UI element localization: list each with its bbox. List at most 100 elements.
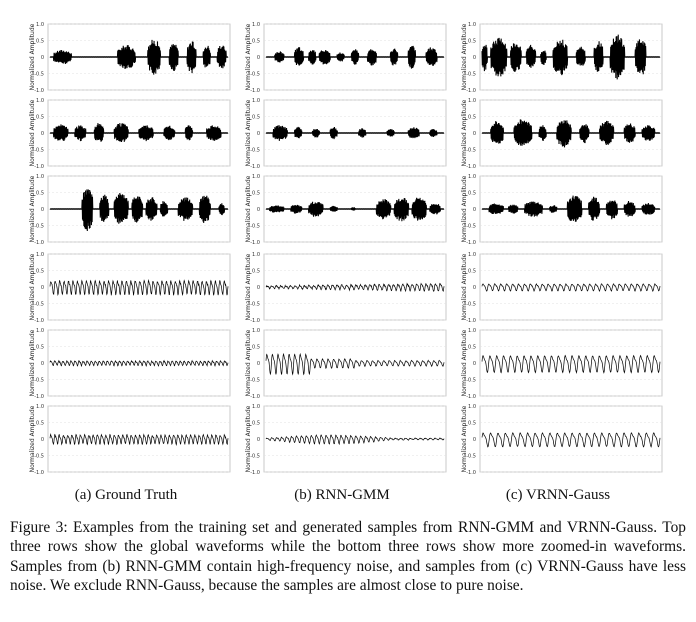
y-tick-label: 1.0 xyxy=(36,98,44,104)
waveform-trace xyxy=(265,197,445,222)
y-tick-label: -0.5 xyxy=(250,454,260,460)
y-axis-label: Normalized Amplitude xyxy=(461,253,468,320)
y-tick-label: -0.5 xyxy=(466,378,476,384)
waveform-trace xyxy=(49,278,229,297)
y-tick-label: 0 xyxy=(473,55,476,61)
y-tick-label: 0 xyxy=(41,207,44,213)
y-tick-label: -0.5 xyxy=(250,72,260,78)
y-tick-label: -1.0 xyxy=(34,240,44,246)
y-tick-label: -1.0 xyxy=(466,318,476,324)
y-tick-label: -0.5 xyxy=(466,148,476,154)
y-tick-label: 0.5 xyxy=(468,115,476,121)
y-axis-label: Normalized Amplitude xyxy=(29,175,36,242)
waveform-trace xyxy=(265,352,445,376)
waveform-trace xyxy=(265,125,445,141)
y-tick-label: 0.5 xyxy=(468,345,476,351)
waveform-trace xyxy=(481,34,661,80)
waveform-trace xyxy=(265,45,445,69)
y-tick-label: 0 xyxy=(257,55,260,61)
y-tick-label: 0 xyxy=(41,285,44,291)
y-tick-label: 1.0 xyxy=(36,252,44,258)
y-tick-label: -0.5 xyxy=(466,302,476,308)
y-tick-label: -0.5 xyxy=(34,302,44,308)
y-tick-label: 0 xyxy=(257,285,260,291)
column-label-ground-truth: (a) Ground Truth xyxy=(74,487,178,503)
y-tick-label: 0.5 xyxy=(252,345,260,351)
y-tick-label: -0.5 xyxy=(250,224,260,230)
waveform-trace xyxy=(49,189,229,231)
waveform-trace xyxy=(49,39,229,75)
y-tick-label: -1.0 xyxy=(466,88,476,94)
y-tick-label: 0.5 xyxy=(252,269,260,275)
panel-frame xyxy=(479,253,663,321)
y-tick-label: 1.0 xyxy=(36,404,44,410)
waveform-trace xyxy=(49,123,229,142)
y-tick-label: -0.5 xyxy=(250,302,260,308)
y-tick-label: 1.0 xyxy=(468,174,476,180)
waveform-trace xyxy=(49,433,229,446)
y-tick-label: 0.5 xyxy=(252,421,260,427)
y-tick-label: -0.5 xyxy=(466,454,476,460)
waveform-trace xyxy=(481,282,661,292)
y-tick-label: 0.5 xyxy=(468,421,476,427)
y-axis-label: Normalized Amplitude xyxy=(29,253,36,320)
y-tick-label: 0.5 xyxy=(468,39,476,45)
y-tick-label: 0 xyxy=(41,361,44,367)
y-tick-label: -1.0 xyxy=(250,164,260,170)
y-tick-label: 1.0 xyxy=(468,404,476,410)
y-tick-label: -1.0 xyxy=(466,470,476,476)
y-tick-label: -1.0 xyxy=(34,470,44,476)
y-tick-label: 0.5 xyxy=(36,191,44,197)
y-tick-label: -1.0 xyxy=(250,470,260,476)
y-axis-label: Normalized Amplitude xyxy=(461,329,468,396)
y-axis-label: Normalized Amplitude xyxy=(29,405,36,472)
y-tick-label: 1.0 xyxy=(468,252,476,258)
y-tick-label: -0.5 xyxy=(466,72,476,78)
y-tick-label: -0.5 xyxy=(34,148,44,154)
y-tick-label: 1.0 xyxy=(468,328,476,334)
y-axis-label: Normalized Amplitude xyxy=(29,23,36,90)
y-tick-label: 1.0 xyxy=(468,98,476,104)
y-tick-label: -1.0 xyxy=(34,318,44,324)
y-tick-label: 0 xyxy=(257,207,260,213)
y-tick-label: -0.5 xyxy=(466,224,476,230)
y-tick-label: 1.0 xyxy=(252,98,260,104)
waveform-trace xyxy=(481,119,661,148)
y-tick-label: 0 xyxy=(41,55,44,61)
y-tick-label: -0.5 xyxy=(34,378,44,384)
y-tick-label: 0.5 xyxy=(252,191,260,197)
y-axis-label: Normalized Amplitude xyxy=(245,253,252,320)
waveform-trace xyxy=(265,434,445,446)
y-tick-label: 1.0 xyxy=(36,22,44,28)
y-tick-label: 0 xyxy=(41,131,44,137)
y-tick-label: -1.0 xyxy=(250,394,260,400)
waveform-trace xyxy=(265,282,445,293)
y-tick-label: 1.0 xyxy=(36,328,44,334)
y-tick-label: 0.5 xyxy=(36,269,44,275)
y-tick-label: 0.5 xyxy=(252,115,260,121)
waveform-trace xyxy=(481,432,661,448)
y-tick-label: 1.0 xyxy=(468,22,476,28)
figure-caption: Figure 3: Examples from the training set… xyxy=(10,519,686,595)
y-tick-label: 0.5 xyxy=(468,191,476,197)
waveform-trace xyxy=(49,359,229,368)
column-label-vrnn-gauss: (c) VRNN-Gauss xyxy=(505,487,611,503)
y-axis-label: Normalized Amplitude xyxy=(461,405,468,472)
y-axis-label: Normalized Amplitude xyxy=(245,329,252,396)
y-tick-label: 0.5 xyxy=(252,39,260,45)
y-tick-label: -1.0 xyxy=(250,88,260,94)
